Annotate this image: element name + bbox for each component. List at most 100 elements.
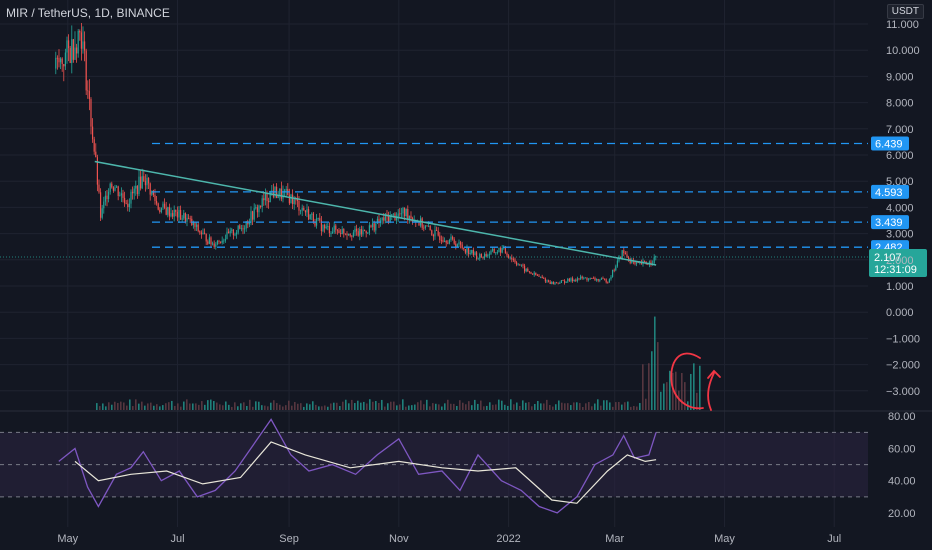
candle-body xyxy=(627,257,630,259)
volume-bar xyxy=(405,406,407,410)
candle-body xyxy=(373,223,375,231)
candle-body xyxy=(496,251,498,253)
volume-bar xyxy=(318,406,320,410)
candle-body xyxy=(240,228,242,230)
candle-body xyxy=(195,224,198,227)
candle-body xyxy=(402,207,404,214)
volume-bar xyxy=(459,400,461,410)
candle-body xyxy=(133,188,135,194)
volume-bar xyxy=(171,400,173,410)
candle-body xyxy=(611,269,614,277)
time-tick-label: May xyxy=(714,533,735,545)
candle-body xyxy=(525,268,527,272)
volume-bar xyxy=(627,401,629,410)
level-tag xyxy=(871,184,909,199)
candle-body xyxy=(269,191,271,203)
candle-body xyxy=(357,231,359,236)
candle-body xyxy=(650,261,652,264)
volume-bar xyxy=(120,401,122,410)
time-tick-label: Nov xyxy=(389,533,409,545)
candle-body xyxy=(491,248,494,251)
candle-body xyxy=(299,210,302,212)
trendline[interactable] xyxy=(94,160,657,266)
volume-bar xyxy=(507,405,509,410)
volume-bar xyxy=(408,405,410,410)
candle-body xyxy=(426,225,428,227)
candle-body xyxy=(509,257,511,259)
candle-body xyxy=(330,233,332,234)
candle-body xyxy=(339,233,342,235)
candle-body xyxy=(624,253,626,255)
candle-body xyxy=(637,262,639,264)
candle-body xyxy=(471,249,473,254)
candle-body xyxy=(594,278,596,281)
volume-bar xyxy=(321,406,323,410)
candle-body xyxy=(469,253,471,254)
volume-bar xyxy=(300,403,302,410)
candle-body xyxy=(571,278,574,282)
candle-body xyxy=(88,91,90,100)
volume-bar xyxy=(681,373,683,410)
price-tick-label: 7.000 xyxy=(886,124,914,136)
volume-bar xyxy=(471,405,473,410)
candle-body xyxy=(424,225,426,229)
price-tick-label: 1.000 xyxy=(886,281,914,293)
volume-bar xyxy=(621,404,623,410)
candle-body xyxy=(91,126,94,140)
candle-body xyxy=(423,227,425,229)
candle-body xyxy=(320,220,322,232)
volume-bar xyxy=(285,405,287,410)
volume-bar xyxy=(225,401,227,410)
candle-body xyxy=(351,235,353,237)
volume-bar xyxy=(249,399,251,410)
volume-bar xyxy=(567,403,569,410)
candle-body xyxy=(408,215,410,219)
candle-body xyxy=(311,213,313,215)
volume-bar xyxy=(309,404,311,410)
candle-body xyxy=(352,232,354,237)
candle-body xyxy=(83,41,86,51)
candle-body xyxy=(354,228,356,233)
candle-body xyxy=(591,277,593,279)
chart-title: MIR / TetherUS, 1D, BINANCE xyxy=(6,6,170,20)
volume-bar xyxy=(276,403,278,410)
volume-bar xyxy=(597,399,599,410)
candle-body xyxy=(421,218,423,228)
candle-body xyxy=(266,193,268,202)
volume-bar xyxy=(183,401,185,410)
candle-body xyxy=(95,151,97,158)
annotation-arrow-shaft[interactable] xyxy=(707,372,715,411)
candle-body xyxy=(149,183,151,195)
volume-bar xyxy=(129,399,131,410)
candle-body xyxy=(434,229,436,237)
candle-body xyxy=(63,64,65,67)
candle-body xyxy=(376,218,378,224)
candle-body xyxy=(520,264,522,266)
candle-body xyxy=(576,278,578,281)
unit-badge[interactable]: USDT xyxy=(886,4,924,19)
volume-bar xyxy=(486,405,488,410)
volume-bar xyxy=(555,404,557,410)
candle-body xyxy=(183,213,185,219)
volume-bar xyxy=(462,402,464,410)
candle-body xyxy=(551,282,553,285)
candle-body xyxy=(578,278,580,280)
candle-body xyxy=(546,280,548,282)
volume-bar xyxy=(684,382,686,410)
candle-body xyxy=(349,234,351,236)
candle-body xyxy=(197,224,199,232)
annotation-curve[interactable] xyxy=(670,352,704,410)
candle-body xyxy=(215,244,217,247)
volume-bar xyxy=(414,404,416,410)
volume-bar xyxy=(264,405,266,410)
candle-body xyxy=(389,215,391,223)
candle-body xyxy=(171,213,174,217)
candle-body xyxy=(261,198,263,207)
annotation-arrow-head[interactable] xyxy=(707,369,721,379)
volume-bar xyxy=(213,401,215,410)
candle-body xyxy=(111,183,113,188)
candle-body xyxy=(219,241,222,243)
candle-body xyxy=(135,185,137,189)
candle-body xyxy=(317,218,319,219)
